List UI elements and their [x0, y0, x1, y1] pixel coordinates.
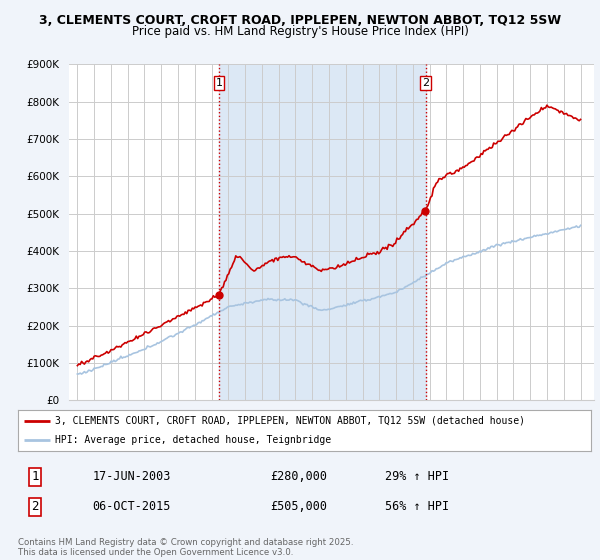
- Text: 2: 2: [422, 78, 429, 88]
- Text: 1: 1: [216, 78, 223, 88]
- Text: Price paid vs. HM Land Registry's House Price Index (HPI): Price paid vs. HM Land Registry's House …: [131, 25, 469, 38]
- Text: 3, CLEMENTS COURT, CROFT ROAD, IPPLEPEN, NEWTON ABBOT, TQ12 5SW (detached house): 3, CLEMENTS COURT, CROFT ROAD, IPPLEPEN,…: [55, 416, 525, 426]
- Text: 06-OCT-2015: 06-OCT-2015: [92, 500, 171, 514]
- Text: 1: 1: [31, 470, 39, 483]
- Bar: [219, 64, 425, 400]
- Text: £505,000: £505,000: [270, 500, 327, 514]
- Text: HPI: Average price, detached house, Teignbridge: HPI: Average price, detached house, Teig…: [55, 435, 331, 445]
- Text: 2: 2: [31, 500, 39, 514]
- Text: 29% ↑ HPI: 29% ↑ HPI: [385, 470, 449, 483]
- Text: 56% ↑ HPI: 56% ↑ HPI: [385, 500, 449, 514]
- Text: 17-JUN-2003: 17-JUN-2003: [92, 470, 171, 483]
- Text: £280,000: £280,000: [270, 470, 327, 483]
- Text: 3, CLEMENTS COURT, CROFT ROAD, IPPLEPEN, NEWTON ABBOT, TQ12 5SW: 3, CLEMENTS COURT, CROFT ROAD, IPPLEPEN,…: [39, 14, 561, 27]
- Text: Contains HM Land Registry data © Crown copyright and database right 2025.
This d: Contains HM Land Registry data © Crown c…: [18, 538, 353, 557]
